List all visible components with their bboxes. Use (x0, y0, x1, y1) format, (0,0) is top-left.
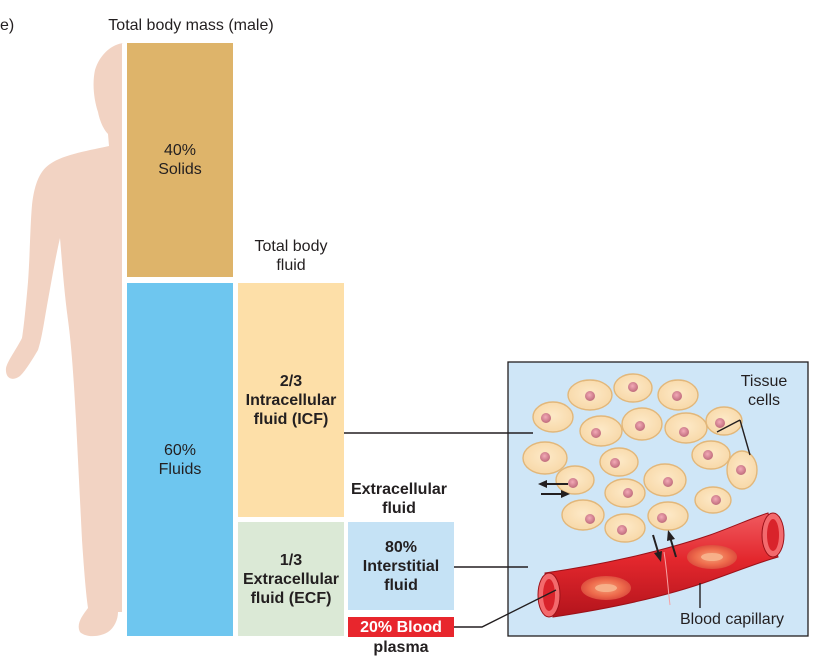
exchange-arrows (538, 480, 677, 562)
solids-block: 40% Solids (127, 43, 233, 277)
fluids-label: Fluids (158, 460, 202, 478)
ecf-line2: fluid (ECF) (250, 589, 332, 607)
cropped-edge-text: e) (0, 17, 15, 34)
interstitial-fluid-block: 80% Interstitial fluid (348, 522, 454, 610)
solids-percent: 40% (163, 142, 197, 159)
fluids-block: 60% Fluids (127, 283, 233, 636)
ecf-line1: Extracellular (242, 570, 340, 588)
cell (522, 373, 758, 543)
tissue-cells-label: Tissue cells (740, 373, 788, 409)
interstitial-line2: fluid (384, 576, 418, 594)
ecf-block: 1/3 Extracellular fluid (ECF) (238, 522, 344, 636)
extracellular-fluid-label: Extracellular fluid (350, 481, 448, 517)
cell-nucleus (540, 382, 746, 535)
blood-plasma-line2: plasma (373, 639, 429, 656)
icf-line1: Intracellular (245, 391, 337, 409)
icf-block: 2/3 Intracellular fluid (ICF) (238, 283, 344, 517)
interstitial-percent: 80% (384, 538, 418, 556)
ecf-fraction: 1/3 (279, 551, 303, 569)
solids-label: Solids (158, 161, 202, 178)
interstitial-line1: Interstitial (362, 557, 440, 575)
blood-capillary-label: Blood capillary (679, 611, 785, 628)
leader-lines (344, 419, 751, 628)
icf-fraction: 2/3 (279, 372, 303, 390)
total-body-fluid-label: Total body fluid (254, 238, 328, 274)
body-silhouette (5, 43, 125, 637)
icf-line2: fluid (ICF) (253, 410, 329, 428)
total-body-mass-heading: Total body mass (male) (108, 17, 274, 34)
blood-plasma-block: 20% Blood (348, 617, 454, 637)
blood-capillary-vessel (537, 512, 785, 618)
tissue-cells-cluster (522, 373, 758, 543)
fluids-percent: 60% (163, 441, 197, 459)
blood-plasma-line1: 20% Blood (360, 618, 442, 636)
